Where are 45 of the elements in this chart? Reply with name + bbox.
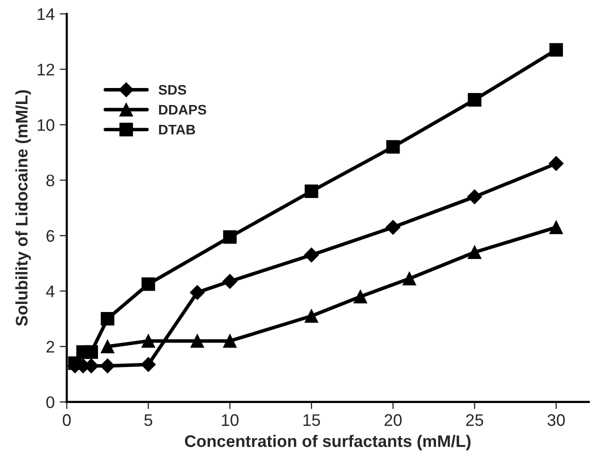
point: [142, 334, 156, 348]
point: [304, 184, 318, 198]
point: [100, 312, 114, 326]
y-tick-label: 2: [46, 340, 54, 353]
x-tick-label: 15: [303, 414, 320, 426]
point: [354, 290, 368, 304]
point: [142, 277, 156, 291]
y-axis-title: Solubility of Lidocaine (mM/L): [15, 90, 31, 326]
point: [84, 345, 98, 359]
legend-label: SDS: [158, 84, 186, 95]
point: [468, 245, 482, 260]
x-tick-label: 20: [384, 414, 402, 426]
legend-label: DTAB: [159, 124, 196, 134]
point: [223, 334, 237, 348]
point: [100, 340, 114, 354]
x-tick-label: 0: [62, 414, 71, 426]
point: [549, 43, 563, 57]
x-axis-title: Concentration of surfactants (mM/L): [184, 434, 470, 450]
y-tick-label: 12: [38, 64, 54, 76]
y-tick-label: 6: [46, 230, 54, 242]
x-tick-label: 5: [144, 414, 152, 426]
point: [304, 309, 318, 323]
y-tick-label: 4: [46, 286, 54, 298]
point: [222, 274, 238, 289]
point: [386, 220, 400, 235]
x-tick-label: 30: [548, 414, 565, 426]
point: [468, 93, 482, 107]
x-tick-label: 25: [466, 414, 484, 426]
x-tick-label: 10: [222, 414, 239, 426]
point: [548, 156, 564, 171]
point: [386, 140, 400, 154]
point: [190, 334, 204, 348]
y-tick-label: 14: [38, 8, 54, 20]
point: [402, 272, 416, 286]
point: [223, 230, 237, 244]
point: [304, 248, 319, 262]
point: [100, 358, 115, 374]
point: [190, 285, 205, 300]
y-tick-label: 8: [46, 174, 54, 186]
y-tick-label: 10: [38, 119, 54, 131]
legend-label: DDAPS: [159, 104, 206, 115]
point: [549, 220, 563, 234]
y-tick-label: 0: [46, 396, 54, 408]
point: [467, 189, 482, 204]
point: [140, 357, 156, 372]
